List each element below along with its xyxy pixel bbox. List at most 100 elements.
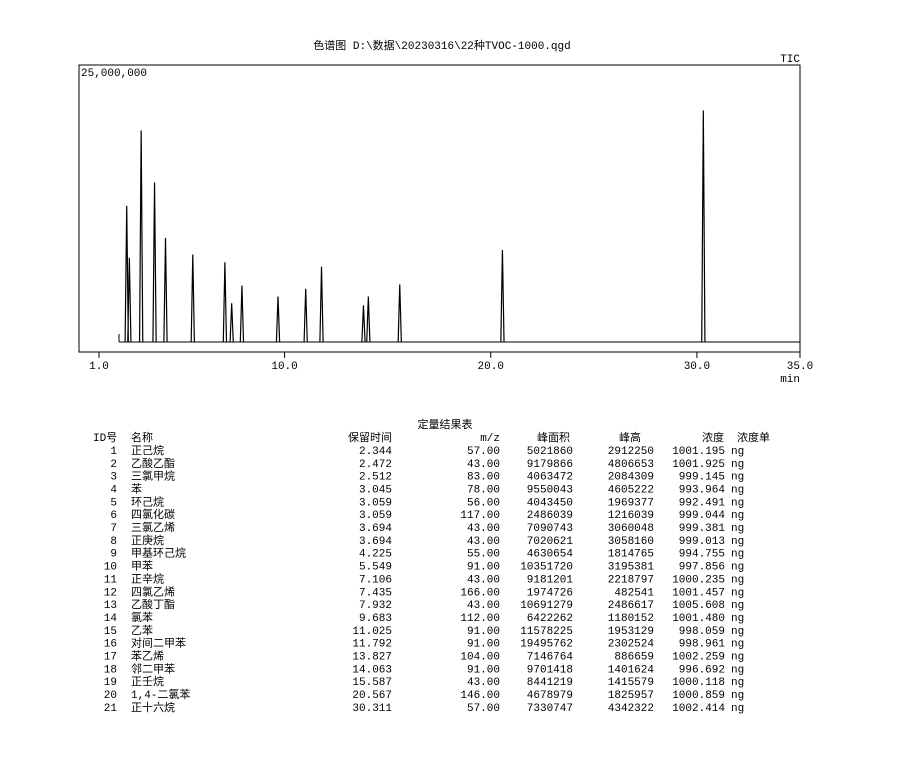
table-cell: 4678979 [527,690,573,702]
table-cell: 9550043 [527,484,573,496]
table-cell: 992.491 [679,497,726,509]
table-cell: 83.00 [467,472,500,484]
table-cell: ng [731,626,744,638]
table-cell: 55.00 [467,549,500,561]
table-cell: 5 [110,497,117,509]
peak [275,296,281,343]
table-cell: 3058160 [608,536,654,548]
table-cell: 6 [110,510,117,522]
table-cell: 正己烷 [131,443,164,458]
table-cell: 4043450 [527,497,573,509]
peak [190,254,195,343]
table-cell: 1974726 [527,587,573,599]
table-cell: 15.587 [352,677,392,689]
table-cell: 7 [110,523,117,535]
table-cell: 乙酸丁酯 [131,597,175,612]
table-cell: 7090743 [527,523,573,535]
table-cell: 997.856 [679,562,725,574]
table-cell: 91.00 [467,639,500,651]
peak [500,250,505,343]
peak [397,284,402,343]
table-cell: 苯 [131,481,142,496]
table-cell: 2912250 [608,446,654,458]
table-cell: 2.512 [359,472,392,484]
table-cell: 999.381 [679,523,726,535]
table-cell: 1953129 [608,626,654,638]
table-cell: 1969377 [608,497,654,509]
table-cell: 11.025 [352,626,392,638]
table-cell: 乙苯 [131,623,153,638]
table-cell: ng [731,703,744,715]
table-cell: ng [731,549,744,561]
table-cell: 13 [104,600,117,612]
table-header: ID号 [93,431,117,445]
x-tick-label: 35.0 [787,361,813,373]
peak [124,205,129,343]
table-cell: 四氯乙烯 [131,584,175,599]
peak [127,257,132,343]
peak [163,237,168,343]
table-cell: ng [731,587,744,599]
table-cell: 1001.480 [672,613,725,625]
table-cell: 1 [110,446,117,458]
table-cell: 甲苯 [131,559,153,574]
table-cell: 993.964 [679,484,726,496]
peak [303,288,308,343]
table-cell: 5021860 [527,446,573,458]
table-cell: 苯乙烯 [131,649,164,664]
table-cell: 对间二甲苯 [131,636,186,651]
table-cell: 1001.457 [672,587,725,599]
table-cell: 15 [104,626,117,638]
table-cell: 3195381 [608,562,655,574]
table-cell: 19 [104,677,117,689]
table-cell: 21 [104,703,118,715]
table-cell: 2.472 [359,459,392,471]
table-cell: 正十六烷 [131,700,175,715]
table-cell: 7.932 [359,600,392,612]
table-cell: 1216039 [608,510,654,522]
table-cell: 7.106 [359,574,392,586]
table-cell: 999.145 [679,472,725,484]
table-cell: 8 [110,536,117,548]
table-cell: 正庚烷 [131,533,164,548]
table-cell: 996.692 [679,664,725,676]
y-tick-label: 25,000,000 [81,68,147,80]
table-cell: 3060048 [608,523,654,535]
table-cell: 14 [104,613,118,625]
table-cell: 7330747 [527,703,573,715]
table-cell: ng [731,484,744,496]
table-cell: 57.00 [467,446,500,458]
table-cell: 17 [104,652,117,664]
peak [701,110,706,343]
table-cell: 4 [110,484,117,496]
table-cell: 57.00 [467,703,500,715]
table-cell: 7.435 [359,587,392,599]
table-cell: 邻二甲苯 [131,661,175,676]
table-cell: 1000.235 [672,574,725,586]
table-cell: 1401624 [608,664,655,676]
table-cell: 2486617 [608,600,654,612]
table-cell: 18 [104,664,117,676]
table-cell: ng [731,690,744,702]
table-cell: 10351720 [520,562,573,574]
table-cell: 环己烷 [131,494,164,509]
peak [138,130,144,343]
table-cell: 4630654 [527,549,574,561]
table-cell: 91.00 [467,562,500,574]
table-cell: 112.00 [460,613,500,625]
table-cell: 4342322 [608,703,654,715]
table-cell: 19495762 [520,639,573,651]
table-cell: 117.00 [460,510,500,522]
x-tick-label: 10.0 [271,361,297,373]
table-cell: 9181201 [527,574,574,586]
x-tick-label: 1.0 [89,361,109,373]
table-cell: 10 [104,562,117,574]
table-cell: 四氯化碳 [131,507,175,522]
table-cell: ng [731,562,744,574]
table-cell: 6422262 [527,613,573,625]
table-cell: 14.063 [352,664,392,676]
peak [222,262,228,343]
table-cell: 9701418 [527,664,573,676]
table-cell: ng [731,523,744,535]
